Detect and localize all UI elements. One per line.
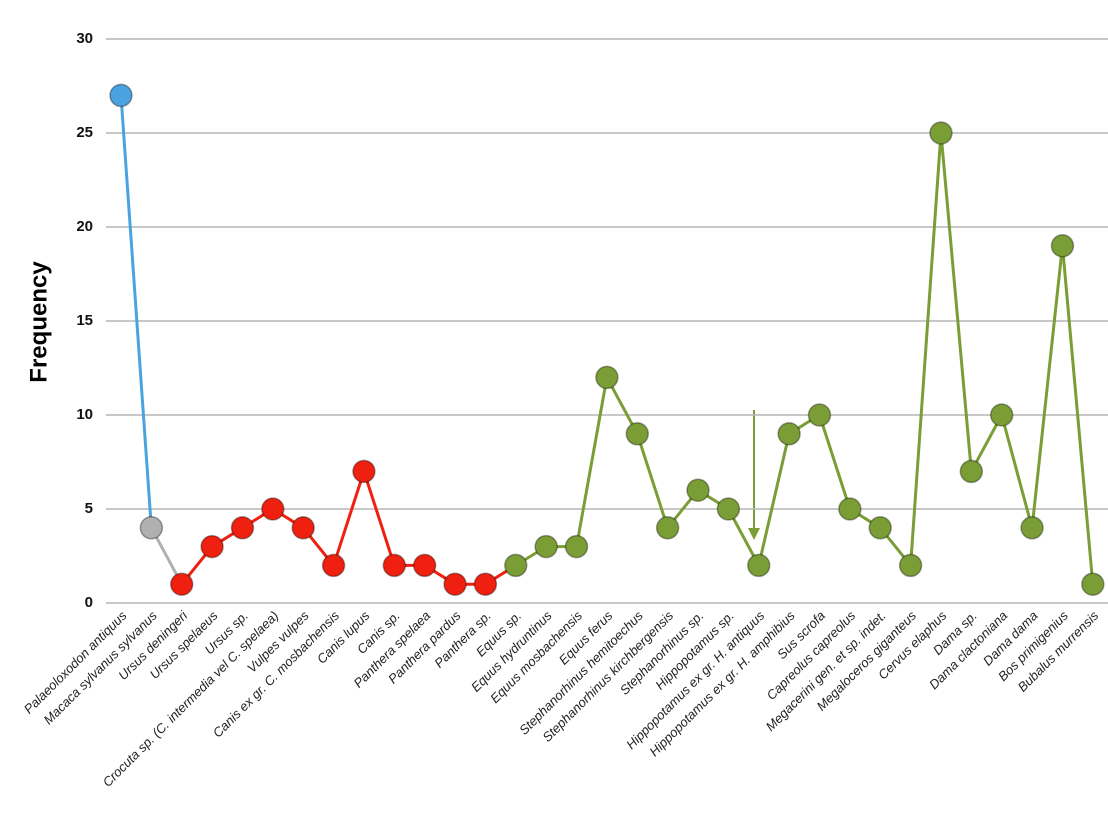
line-segment [119,95,153,528]
line-segment [909,132,943,566]
data-point [382,553,407,578]
data-point [352,459,376,484]
annotation-arrow [748,410,760,540]
data-point [200,534,224,559]
data-point [412,553,437,578]
line-segment [818,414,852,510]
line-segment [1030,245,1064,528]
y-tick-label: 10 [76,406,93,423]
y-tick-label: 15 [76,312,93,329]
y-tick-label: 5 [85,500,93,517]
data-point [230,516,255,540]
data-point [807,403,832,427]
data-point [139,516,164,540]
data-point [504,553,528,578]
data-point [595,365,619,390]
data-point [898,553,923,578]
data-point [989,403,1014,427]
data-point [291,516,315,540]
data-point [169,572,194,596]
line-segment [1060,245,1095,585]
y-axis-label: Frequency [25,261,52,383]
data-point [1050,234,1075,258]
line-segment [332,470,366,566]
line-segment [362,470,396,566]
data-point [746,553,771,578]
data-point [777,422,801,446]
line-segment [1000,414,1034,529]
data-point [655,516,680,540]
data-point [716,497,741,521]
line-segment [575,377,609,547]
data-point [625,422,650,446]
y-tick-label: 30 [76,30,93,47]
y-tick-label: 20 [76,218,93,235]
data-point [443,572,467,596]
y-tick-label: 0 [85,594,93,611]
data-point [473,572,498,596]
line-segment [757,433,791,566]
data-point [686,478,710,502]
data-point [868,516,892,540]
data-point [959,459,984,484]
data-point [838,497,862,521]
data-point [929,121,953,145]
data-point [261,497,285,521]
data-point [1020,516,1044,540]
data-point [564,534,589,559]
line-segment [635,433,670,529]
data-point [109,83,133,108]
y-tick-label: 25 [76,124,93,141]
data-point [321,553,346,578]
data-point [534,534,558,559]
data-point [1081,572,1105,596]
line-segment [939,132,973,472]
